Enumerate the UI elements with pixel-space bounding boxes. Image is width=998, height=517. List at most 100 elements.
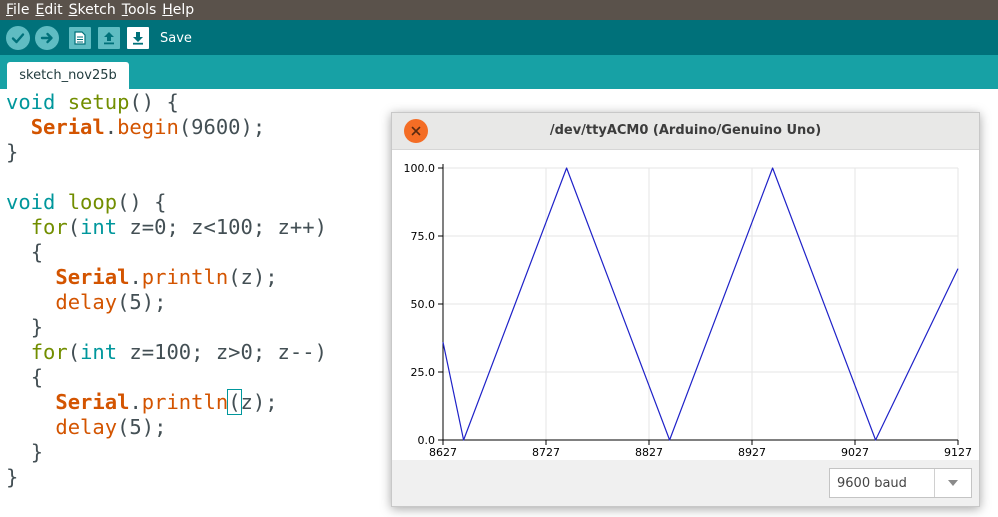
verify-icon [11, 33, 25, 44]
keyword-int: int [80, 340, 118, 364]
y-tick-label: 0.0 [418, 434, 436, 447]
x-tick-label: 8627 [429, 446, 457, 459]
code-line: for(int z=100; z>0; z--) [6, 340, 327, 365]
x-tick-label: 9027 [841, 446, 869, 459]
code-text: z); [240, 265, 278, 289]
menu-file-mnemonic: F [6, 2, 14, 18]
keyword-for: for [30, 340, 68, 364]
menu-help[interactable]: Help [156, 2, 194, 18]
menu-tools[interactable]: Tools [116, 2, 157, 18]
toolbar: Save [0, 20, 998, 55]
keyword-int: int [80, 215, 118, 239]
code-text: (5); [117, 290, 167, 314]
menu-sketch[interactable]: Sketch [63, 2, 116, 18]
class-serial: Serial [30, 115, 105, 139]
code-line: } [6, 465, 18, 490]
menu-help-label: elp [172, 2, 195, 18]
function-setup: setup [67, 90, 130, 114]
window-title: /dev/ttyACM0 (Arduino/Genuino Uno) [549, 123, 822, 138]
menu-edit[interactable]: Edit [29, 2, 62, 18]
save-button[interactable] [127, 27, 149, 49]
y-tick-label: 75.0 [411, 230, 436, 243]
method-println: println [141, 265, 229, 289]
function-delay: delay [55, 290, 118, 314]
code-text: { [30, 240, 44, 264]
plot-area: 0.0 25.0 50.0 75.0 100.0 8627 8727 8827 8927 9027… [392, 150, 979, 460]
code-text: ( [228, 265, 241, 289]
code-text: ( [67, 215, 81, 239]
code-line: { [6, 240, 43, 265]
x-tick-label: 8927 [738, 446, 766, 459]
code-text: z); [240, 390, 278, 414]
code-line: } [6, 315, 43, 340]
upload-icon [40, 32, 53, 44]
menu-help-mnemonic: H [162, 2, 173, 18]
new-button[interactable] [69, 27, 91, 49]
method-println: println [141, 390, 229, 414]
keyword-void: void [6, 190, 56, 214]
chevron-down-icon [948, 480, 958, 486]
code-text: () { [129, 90, 179, 114]
function-loop: loop [67, 190, 118, 214]
close-button[interactable] [404, 119, 428, 143]
code-text: ( [67, 340, 81, 364]
code-line: } [6, 140, 18, 165]
code-line: { [6, 365, 43, 390]
series-line [442, 167, 959, 441]
x-tick-label: 8827 [635, 446, 663, 459]
baud-rate-select[interactable]: 9600 baud [829, 468, 972, 498]
menu-bar: File Edit Sketch Tools Help [0, 0, 998, 20]
code-line: Serial.println(z); [55, 265, 278, 289]
code-line: void setup() { [6, 90, 179, 115]
open-button[interactable] [98, 27, 120, 49]
save-icon [133, 32, 143, 45]
menu-tools-mnemonic: T [121, 2, 128, 18]
baud-rate-value: 9600 baud [837, 475, 907, 491]
dropdown-arrow-button[interactable] [934, 469, 971, 497]
code-text: } [6, 140, 19, 164]
code-text: } [6, 465, 19, 489]
y-tick-label: 100.0 [404, 162, 436, 175]
code-text: z=0; z<100; z++) [117, 215, 327, 239]
x-tick-label: 9127 [944, 446, 972, 459]
code-text: () { [117, 190, 167, 214]
code-line: Serial.println(z); [55, 389, 278, 415]
keyword-for: for [30, 215, 68, 239]
code-text: { [30, 365, 44, 389]
menu-edit-label: dit [44, 2, 63, 18]
code-text: (9600); [178, 115, 266, 139]
toolbar-hover-label: Save [160, 31, 192, 46]
code-line: for(int z=0; z<100; z++) [6, 215, 327, 240]
upload-button[interactable] [35, 26, 59, 50]
class-serial: Serial [55, 390, 130, 414]
close-icon [411, 126, 421, 136]
menu-edit-mnemonic: E [35, 2, 45, 18]
y-tick-label: 50.0 [411, 298, 436, 311]
code-text: } [30, 440, 44, 464]
menu-sketch-mnemonic: S [68, 2, 78, 18]
code-line: } [6, 440, 43, 465]
tab-sketch[interactable]: sketch_nov25b [7, 62, 129, 89]
y-tick-label: 25.0 [411, 366, 436, 379]
x-tick-label: 8727 [532, 446, 560, 459]
serial-plot-chart: 0.0 25.0 50.0 75.0 100.0 8627 8727 8827 8927 9027… [404, 162, 973, 459]
open-icon [104, 32, 114, 45]
plotter-bottom-bar: 9600 baud [392, 460, 979, 506]
code-text: (5); [117, 415, 167, 439]
code-line: delay(5); [6, 415, 166, 440]
code-line: Serial.begin(9600); [30, 115, 266, 139]
code-text: } [30, 315, 44, 339]
tab-strip: sketch_nov25b [0, 55, 998, 89]
code-text: z=100; z>0; z--) [117, 340, 327, 364]
verify-button[interactable] [6, 26, 30, 50]
menu-file[interactable]: File [0, 2, 29, 18]
keyword-void: void [6, 90, 56, 114]
function-delay: delay [55, 415, 118, 439]
menu-file-label: ile [13, 2, 30, 18]
code-line: delay(5); [6, 290, 166, 315]
window-titlebar[interactable]: /dev/ttyACM0 (Arduino/Genuino Uno) [392, 113, 979, 150]
class-serial: Serial [55, 265, 130, 289]
serial-plotter-window: /dev/ttyACM0 (Arduino/Genuino Uno) 0.0 25… [391, 112, 980, 507]
new-icon [74, 31, 86, 45]
code-line: void loop() { [6, 190, 166, 215]
